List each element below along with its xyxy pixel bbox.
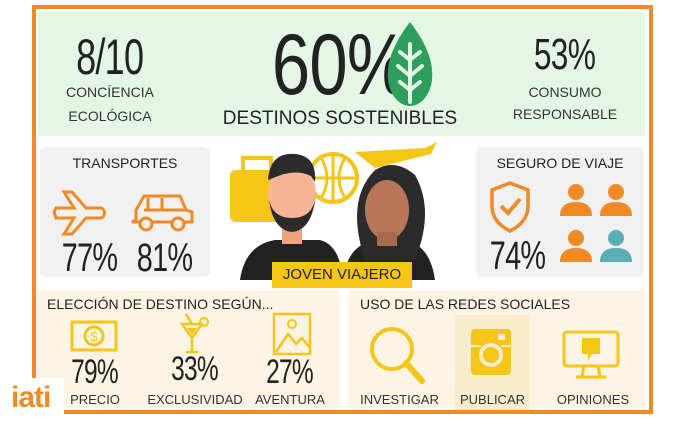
cocktail-icon <box>179 313 209 354</box>
stat-destinos: 60% <box>215 22 465 108</box>
monitor-comment-icon <box>562 330 620 379</box>
aventura-value: 27% <box>266 353 315 391</box>
car-icon <box>131 194 194 232</box>
car-value: 81% <box>137 236 193 280</box>
leaf-icon <box>387 22 433 106</box>
precio-value: 79% <box>71 353 120 391</box>
investigar-label: INVESTIGAR <box>360 392 439 407</box>
transportes-panel <box>40 147 210 277</box>
stat-label: RESPONSABLE <box>512 106 618 122</box>
aventura-label: AVENTURA <box>255 392 325 407</box>
panel-title: USO DE LAS REDES SOCIALES <box>360 296 571 312</box>
instagram-icon <box>471 329 511 375</box>
money-icon: $ <box>70 320 118 352</box>
svg-text:$: $ <box>90 329 98 344</box>
landscape-icon <box>272 312 312 356</box>
stat-consumo: 53% CONSUMO RESPONSABLE <box>500 30 630 122</box>
stat-label: ECOLÓGICA <box>68 108 152 124</box>
precio-label: PRECIO <box>70 392 120 407</box>
joven-viajero-badge: JOVEN VIAJERO <box>272 262 412 288</box>
iati-logo: iati <box>11 381 51 414</box>
panel-title: ELECCIÓN DE DESTINO SEGÚN... <box>47 296 274 312</box>
publicar-label: PUBLICAR <box>459 392 526 407</box>
exclusividad-value: 33% <box>171 350 220 388</box>
top-panel <box>38 12 645 136</box>
exclusividad-label: EXCLUSIVIDAD <box>147 392 243 407</box>
stat-conciencia: 8/10 CONCÍENCIA ECOLÓGICA <box>45 30 175 124</box>
magnifier-icon <box>370 327 425 384</box>
people-icon <box>560 184 632 262</box>
plane-icon <box>52 190 106 236</box>
stat-label: DESTINOS SOSTENIBLES <box>222 108 458 129</box>
shield-check-icon <box>490 181 530 233</box>
young-traveler-illustration <box>230 142 437 280</box>
stat-label: CONCÍENCIA <box>66 84 154 100</box>
panel-title: SEGURO DE VIAJE <box>496 155 624 171</box>
stat-value: 53% <box>534 30 596 79</box>
panel-title: TRANSPORTES <box>72 155 178 171</box>
opiniones-label: OPINIONES <box>556 392 630 407</box>
stat-label: CONSUMO <box>528 84 602 100</box>
seguro-value: 74% <box>490 234 546 278</box>
plane-value: 77% <box>62 236 118 280</box>
stat-value: 8/10 <box>76 29 144 85</box>
frame <box>32 5 653 414</box>
logo-box <box>6 378 64 418</box>
stat-value: 60% <box>272 17 408 113</box>
